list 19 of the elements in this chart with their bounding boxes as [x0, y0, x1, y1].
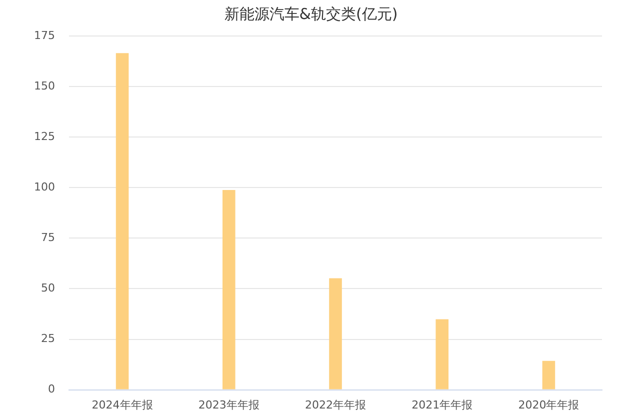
y-tick-label: 125 [34, 130, 55, 143]
y-tick-label: 100 [34, 180, 55, 194]
y-tick-label: 175 [34, 28, 55, 42]
chart-title: 新能源汽车&轨交类(亿元) [224, 4, 398, 23]
y-tick-label: 150 [34, 79, 55, 92]
bar [329, 278, 342, 390]
x-tick-label: 2020年年报 [518, 398, 580, 412]
y-tick-label: 0 [48, 382, 55, 396]
y-tick-label: 25 [40, 332, 55, 346]
x-tick-label: 2023年年报 [198, 398, 260, 412]
x-tick-label: 2024年年报 [92, 398, 153, 412]
bar [222, 190, 236, 390]
x-tick-label: 2021年年报 [412, 398, 473, 412]
y-tick-label: 75 [40, 231, 55, 244]
bar [116, 53, 129, 390]
x-tick-label: 2022年年报 [305, 398, 366, 412]
bar [436, 319, 448, 390]
y-tick-label: 50 [40, 282, 55, 295]
bar [542, 360, 556, 390]
